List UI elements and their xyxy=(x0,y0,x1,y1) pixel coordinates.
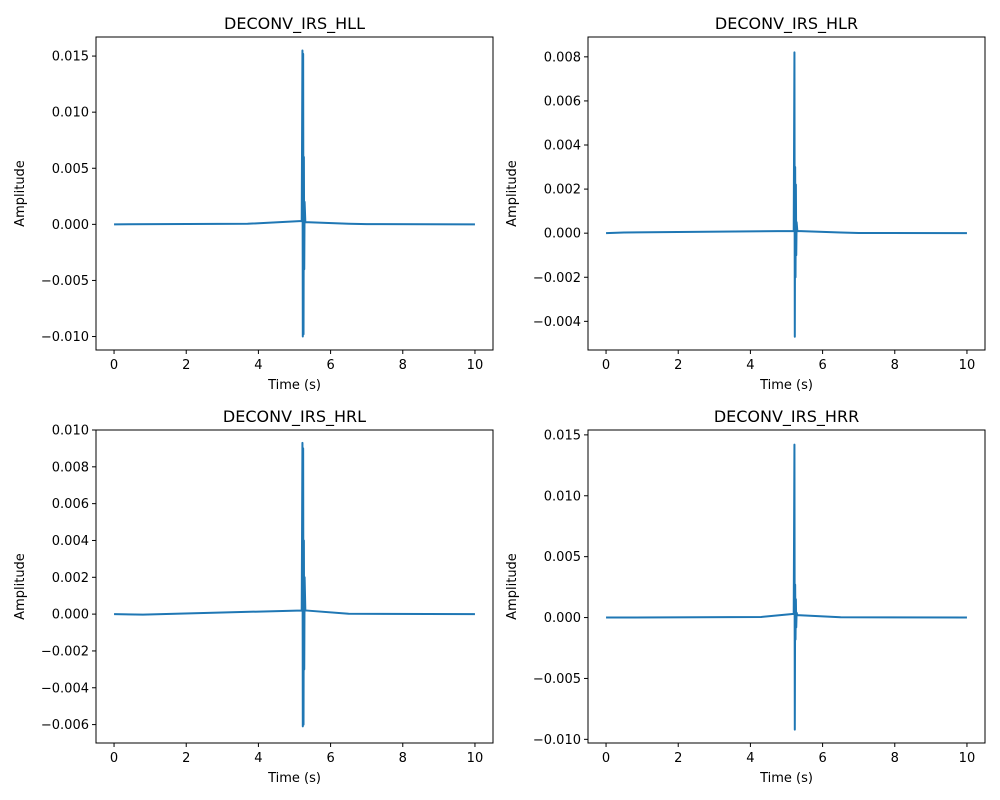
x-axis-label: Time (s) xyxy=(759,771,813,786)
subplot-4: 0 2 4 6 8 10 −0.010 −0.005 0.000 0.005 0.010 0.015 D… xyxy=(505,407,986,786)
axes-frame xyxy=(587,36,986,351)
x-tick-label: 8 xyxy=(891,751,899,766)
y-tick-label: −0.004 xyxy=(533,315,581,330)
y-tick-label: −0.010 xyxy=(41,330,89,345)
x-tick-label: 2 xyxy=(182,751,190,766)
y-tick-label: 0.015 xyxy=(544,428,581,443)
chart-title: DECONV_IRS_HRR xyxy=(714,407,859,427)
y-tick-label: 0.008 xyxy=(544,50,581,65)
y-tick-label: −0.002 xyxy=(41,644,89,659)
x-tick-label: 0 xyxy=(110,358,118,373)
y-tick-label: −0.006 xyxy=(41,718,89,733)
y-tick-label: 0.006 xyxy=(544,94,581,109)
x-tick-label: 8 xyxy=(399,358,407,373)
x-tick-label: 4 xyxy=(746,358,754,373)
chart-title: DECONV_IRS_HRL xyxy=(223,407,366,427)
y-tick-label: 0.000 xyxy=(544,611,581,626)
x-tick-label: 10 xyxy=(959,751,976,766)
y-tick-label: 0.005 xyxy=(544,550,581,565)
x-tick-label: 4 xyxy=(746,751,754,766)
y-tick-label: 0.000 xyxy=(52,608,89,623)
y-tick-label: −0.004 xyxy=(41,681,89,696)
axes-frame xyxy=(95,36,494,351)
axes-frame xyxy=(587,429,986,744)
x-tick-label: 6 xyxy=(326,751,334,766)
x-axis-label: Time (s) xyxy=(267,378,321,393)
series-line-1 xyxy=(114,49,475,338)
y-tick-label: −0.002 xyxy=(533,271,581,286)
x-tick-label: 6 xyxy=(818,358,826,373)
y-tick-label: −0.005 xyxy=(533,672,581,687)
x-tick-label: 8 xyxy=(399,751,407,766)
chart-title: DECONV_IRS_HLR xyxy=(715,14,858,34)
series-line-1 xyxy=(606,443,967,731)
x-tick-label: 10 xyxy=(959,358,976,373)
x-tick-label: 0 xyxy=(602,358,610,373)
y-tick-label: 0.006 xyxy=(52,497,89,512)
x-tick-label: 2 xyxy=(674,358,682,373)
x-tick-label: 6 xyxy=(818,751,826,766)
chart-title: DECONV_IRS_HLL xyxy=(224,14,365,34)
x-tick-label: 10 xyxy=(467,358,484,373)
y-tick-label: 0.005 xyxy=(52,162,89,177)
series-line-1 xyxy=(114,441,475,728)
subplot-2: 0 2 4 6 8 10 −0.004 −0.002 0.000 0.002 0.004 0.006 0… xyxy=(505,14,986,393)
y-tick-label: 0.000 xyxy=(52,218,89,233)
x-tick-label: 4 xyxy=(254,751,262,766)
y-tick-label: 0.010 xyxy=(544,489,581,504)
y-tick-label: 0.000 xyxy=(544,227,581,242)
y-tick-label: 0.002 xyxy=(544,183,581,198)
series-line-1 xyxy=(606,51,967,338)
y-axis-label: Amplitude xyxy=(505,553,520,620)
x-tick-label: 8 xyxy=(891,358,899,373)
y-tick-label: 0.010 xyxy=(52,424,89,439)
y-axis-label: Amplitude xyxy=(505,160,520,227)
y-tick-label: 0.004 xyxy=(544,139,581,154)
y-tick-label: −0.010 xyxy=(533,733,581,748)
x-tick-label: 10 xyxy=(467,751,484,766)
x-tick-label: 6 xyxy=(326,358,334,373)
x-tick-label: 4 xyxy=(254,358,262,373)
y-axis-label: Amplitude xyxy=(13,160,28,227)
y-tick-label: 0.010 xyxy=(52,106,89,121)
y-tick-label: 0.002 xyxy=(52,571,89,586)
y-tick-label: 0.008 xyxy=(52,460,89,475)
y-axis-label: Amplitude xyxy=(13,553,28,620)
subplot-1: 0 2 4 6 8 10 −0.010 −0.005 0.000 0.005 0.010 0.015 D… xyxy=(13,14,494,393)
y-tick-label: 0.015 xyxy=(52,50,89,65)
y-tick-label: 0.004 xyxy=(52,534,89,549)
y-tick-label: −0.005 xyxy=(41,274,89,289)
x-axis-label: Time (s) xyxy=(759,378,813,393)
axes-frame xyxy=(95,429,494,744)
x-tick-label: 0 xyxy=(110,751,118,766)
subplot-3: 0 2 4 6 8 10 −0.006 −0.004 −0.002 0.000 0.002 0.004… xyxy=(13,407,494,786)
x-axis-label: Time (s) xyxy=(267,771,321,786)
x-tick-label: 2 xyxy=(674,751,682,766)
x-tick-label: 0 xyxy=(602,751,610,766)
x-tick-label: 2 xyxy=(182,358,190,373)
